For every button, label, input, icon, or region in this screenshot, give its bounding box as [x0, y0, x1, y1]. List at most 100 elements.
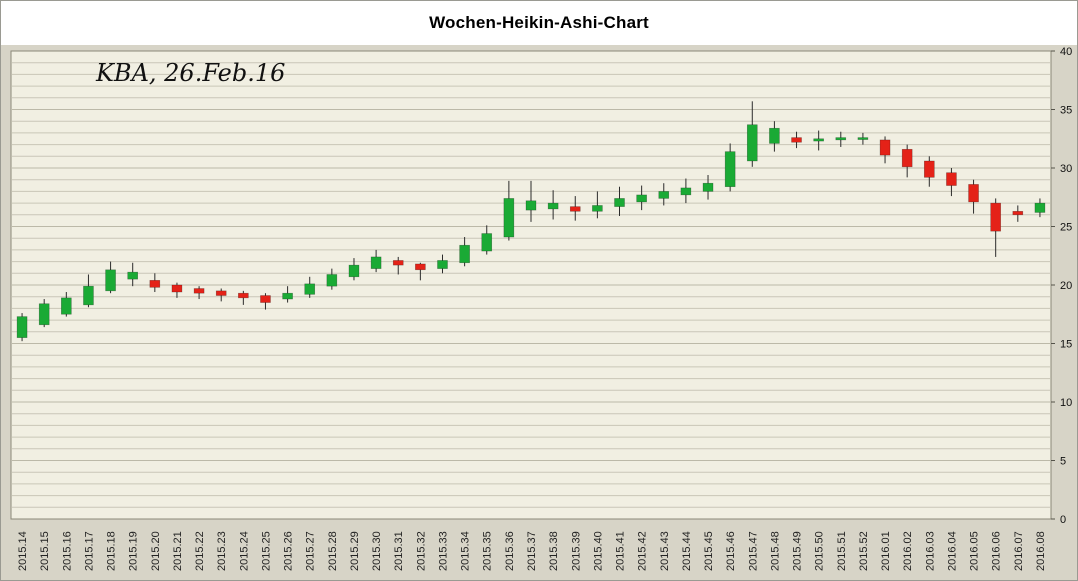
candle-body-down [171, 284, 183, 293]
x-tick-label: 2015.25 [260, 531, 272, 571]
x-tick-label: 2016.03 [924, 531, 936, 571]
candle-body-up [658, 191, 670, 199]
x-tick-label: 2015.16 [61, 531, 73, 571]
candle-body-up [769, 127, 780, 144]
candle-body-up [592, 205, 603, 212]
y-tick-label: 20 [1060, 280, 1072, 292]
x-tick-label: 2016.07 [1013, 531, 1025, 571]
x-tick-label: 2015.26 [283, 531, 295, 571]
candle-body-down [791, 137, 802, 143]
candle-body-up [127, 271, 139, 280]
x-tick-label: 2015.32 [415, 531, 427, 571]
candle-body-up [61, 297, 72, 315]
x-tick-label: 2015.35 [482, 531, 494, 571]
x-tick-label: 2015.24 [238, 531, 250, 571]
x-tick-label: 2015.19 [128, 531, 140, 571]
candle-body-up [702, 182, 714, 192]
x-tick-label: 2015.30 [371, 531, 383, 571]
x-tick-label: 2015.22 [194, 531, 206, 571]
candle-body-down [946, 172, 957, 186]
candle-body-up [282, 292, 293, 300]
x-tick-label: 2015.38 [548, 531, 560, 571]
x-tick-label: 2015.15 [39, 531, 51, 571]
x-tick-label: 2015.50 [814, 531, 826, 571]
candle-body-up [525, 200, 537, 211]
y-tick-label: 15 [1060, 339, 1072, 351]
x-tick-label: 2015.21 [172, 531, 184, 571]
candle-body-up [437, 260, 448, 269]
x-tick-label: 2015.41 [615, 531, 627, 571]
candle-body-up [326, 274, 338, 287]
y-tick-label: 0 [1060, 514, 1066, 526]
candle-body-up [38, 303, 50, 326]
chart-title-band [1, 1, 1077, 45]
candle-body-up [83, 285, 94, 306]
y-tick-label: 10 [1060, 397, 1072, 409]
x-tick-label: 2015.43 [659, 531, 671, 571]
x-tick-label: 2015.42 [637, 531, 649, 571]
x-tick-label: 2015.36 [504, 531, 516, 571]
x-tick-label: 2015.45 [703, 531, 715, 571]
candle-body-down [923, 160, 935, 178]
candle-body-down [569, 206, 581, 212]
candle-body-down [990, 202, 1001, 232]
x-tick-label: 2015.49 [792, 531, 804, 571]
y-tick-label: 5 [1060, 456, 1066, 468]
x-tick-label: 2015.39 [570, 531, 582, 571]
y-tick-label: 30 [1060, 163, 1072, 175]
candle-body-down [215, 290, 227, 296]
x-tick-label: 2015.34 [460, 531, 472, 571]
x-tick-label: 2015.23 [216, 531, 228, 571]
candle-body-up [1034, 202, 1046, 213]
x-tick-label: 2015.33 [437, 531, 449, 571]
candle-body-down [415, 263, 426, 271]
candle-body-up [680, 187, 692, 196]
x-tick-label: 2015.28 [327, 531, 339, 571]
x-tick-label: 2015.31 [393, 531, 405, 571]
x-tick-label: 2015.51 [836, 531, 848, 571]
x-tick-label: 2015.14 [17, 531, 29, 571]
x-tick-label: 2015.29 [349, 531, 361, 571]
y-tick-label: 40 [1060, 46, 1072, 58]
candle-body-down [879, 139, 891, 156]
x-tick-label: 2015.20 [150, 531, 162, 571]
candle-body-up [636, 194, 647, 203]
y-tick-label: 35 [1060, 105, 1072, 117]
candle-body-up [481, 233, 493, 252]
candle-body-up [304, 283, 316, 295]
candle-body-up [614, 198, 625, 207]
candle-body-up [724, 151, 736, 188]
x-tick-label: 2015.46 [725, 531, 737, 571]
candle-body-down [193, 288, 205, 294]
x-tick-label: 2015.48 [769, 531, 781, 571]
x-tick-label: 2015.37 [526, 531, 538, 571]
candle-body-up [370, 256, 382, 269]
x-tick-label: 2016.06 [991, 531, 1003, 571]
candle-body-up [813, 138, 824, 142]
x-tick-label: 2016.05 [969, 531, 981, 571]
candle-body-up [105, 269, 116, 292]
candle-body-down [238, 292, 249, 299]
x-tick-label: 2015.17 [83, 531, 95, 571]
x-tick-label: 2015.18 [106, 531, 118, 571]
candle-body-up [16, 316, 28, 338]
candle-body-down [149, 280, 161, 288]
candle-body-up [857, 137, 869, 140]
candle-body-up [348, 264, 360, 278]
candle-body-up [547, 202, 559, 210]
candle-body-up [503, 198, 515, 238]
x-tick-label: 2015.47 [747, 531, 759, 571]
candle-body-down [260, 295, 271, 303]
candle-body-down [968, 184, 979, 203]
candle-body-up [746, 124, 758, 162]
candle-body-down [392, 260, 404, 266]
candle-body-down [901, 148, 913, 168]
x-tick-label: 2015.44 [681, 531, 693, 571]
x-tick-label: 2016.01 [880, 531, 892, 571]
x-tick-label: 2016.02 [902, 531, 914, 571]
x-tick-label: 2015.40 [592, 531, 604, 571]
y-tick-label: 25 [1060, 222, 1072, 234]
x-tick-label: 2015.27 [305, 531, 317, 571]
